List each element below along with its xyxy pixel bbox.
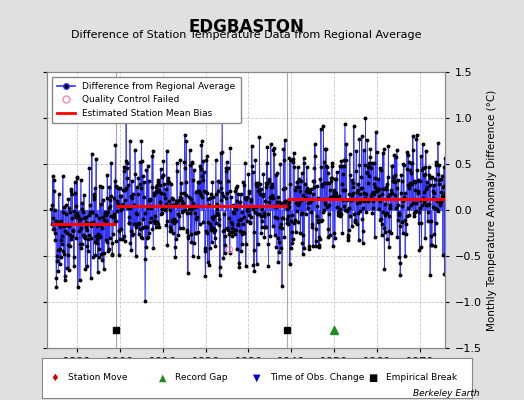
Legend: Difference from Regional Average, Quality Control Failed, Estimated Station Mean: Difference from Regional Average, Qualit… bbox=[52, 76, 241, 123]
Text: ■: ■ bbox=[368, 373, 377, 383]
Y-axis label: Monthly Temperature Anomaly Difference (°C): Monthly Temperature Anomaly Difference (… bbox=[487, 89, 497, 331]
Text: ♦: ♦ bbox=[50, 373, 59, 383]
Text: EDGBASTON: EDGBASTON bbox=[188, 18, 304, 36]
Text: Berkeley Earth: Berkeley Earth bbox=[413, 389, 479, 398]
Text: Record Gap: Record Gap bbox=[175, 374, 227, 382]
Text: ▼: ▼ bbox=[253, 373, 260, 383]
Text: ▲: ▲ bbox=[158, 373, 166, 383]
Text: Empirical Break: Empirical Break bbox=[386, 374, 457, 382]
Text: Time of Obs. Change: Time of Obs. Change bbox=[270, 374, 364, 382]
Text: Difference of Station Temperature Data from Regional Average: Difference of Station Temperature Data f… bbox=[71, 30, 421, 40]
Text: Station Move: Station Move bbox=[68, 374, 127, 382]
